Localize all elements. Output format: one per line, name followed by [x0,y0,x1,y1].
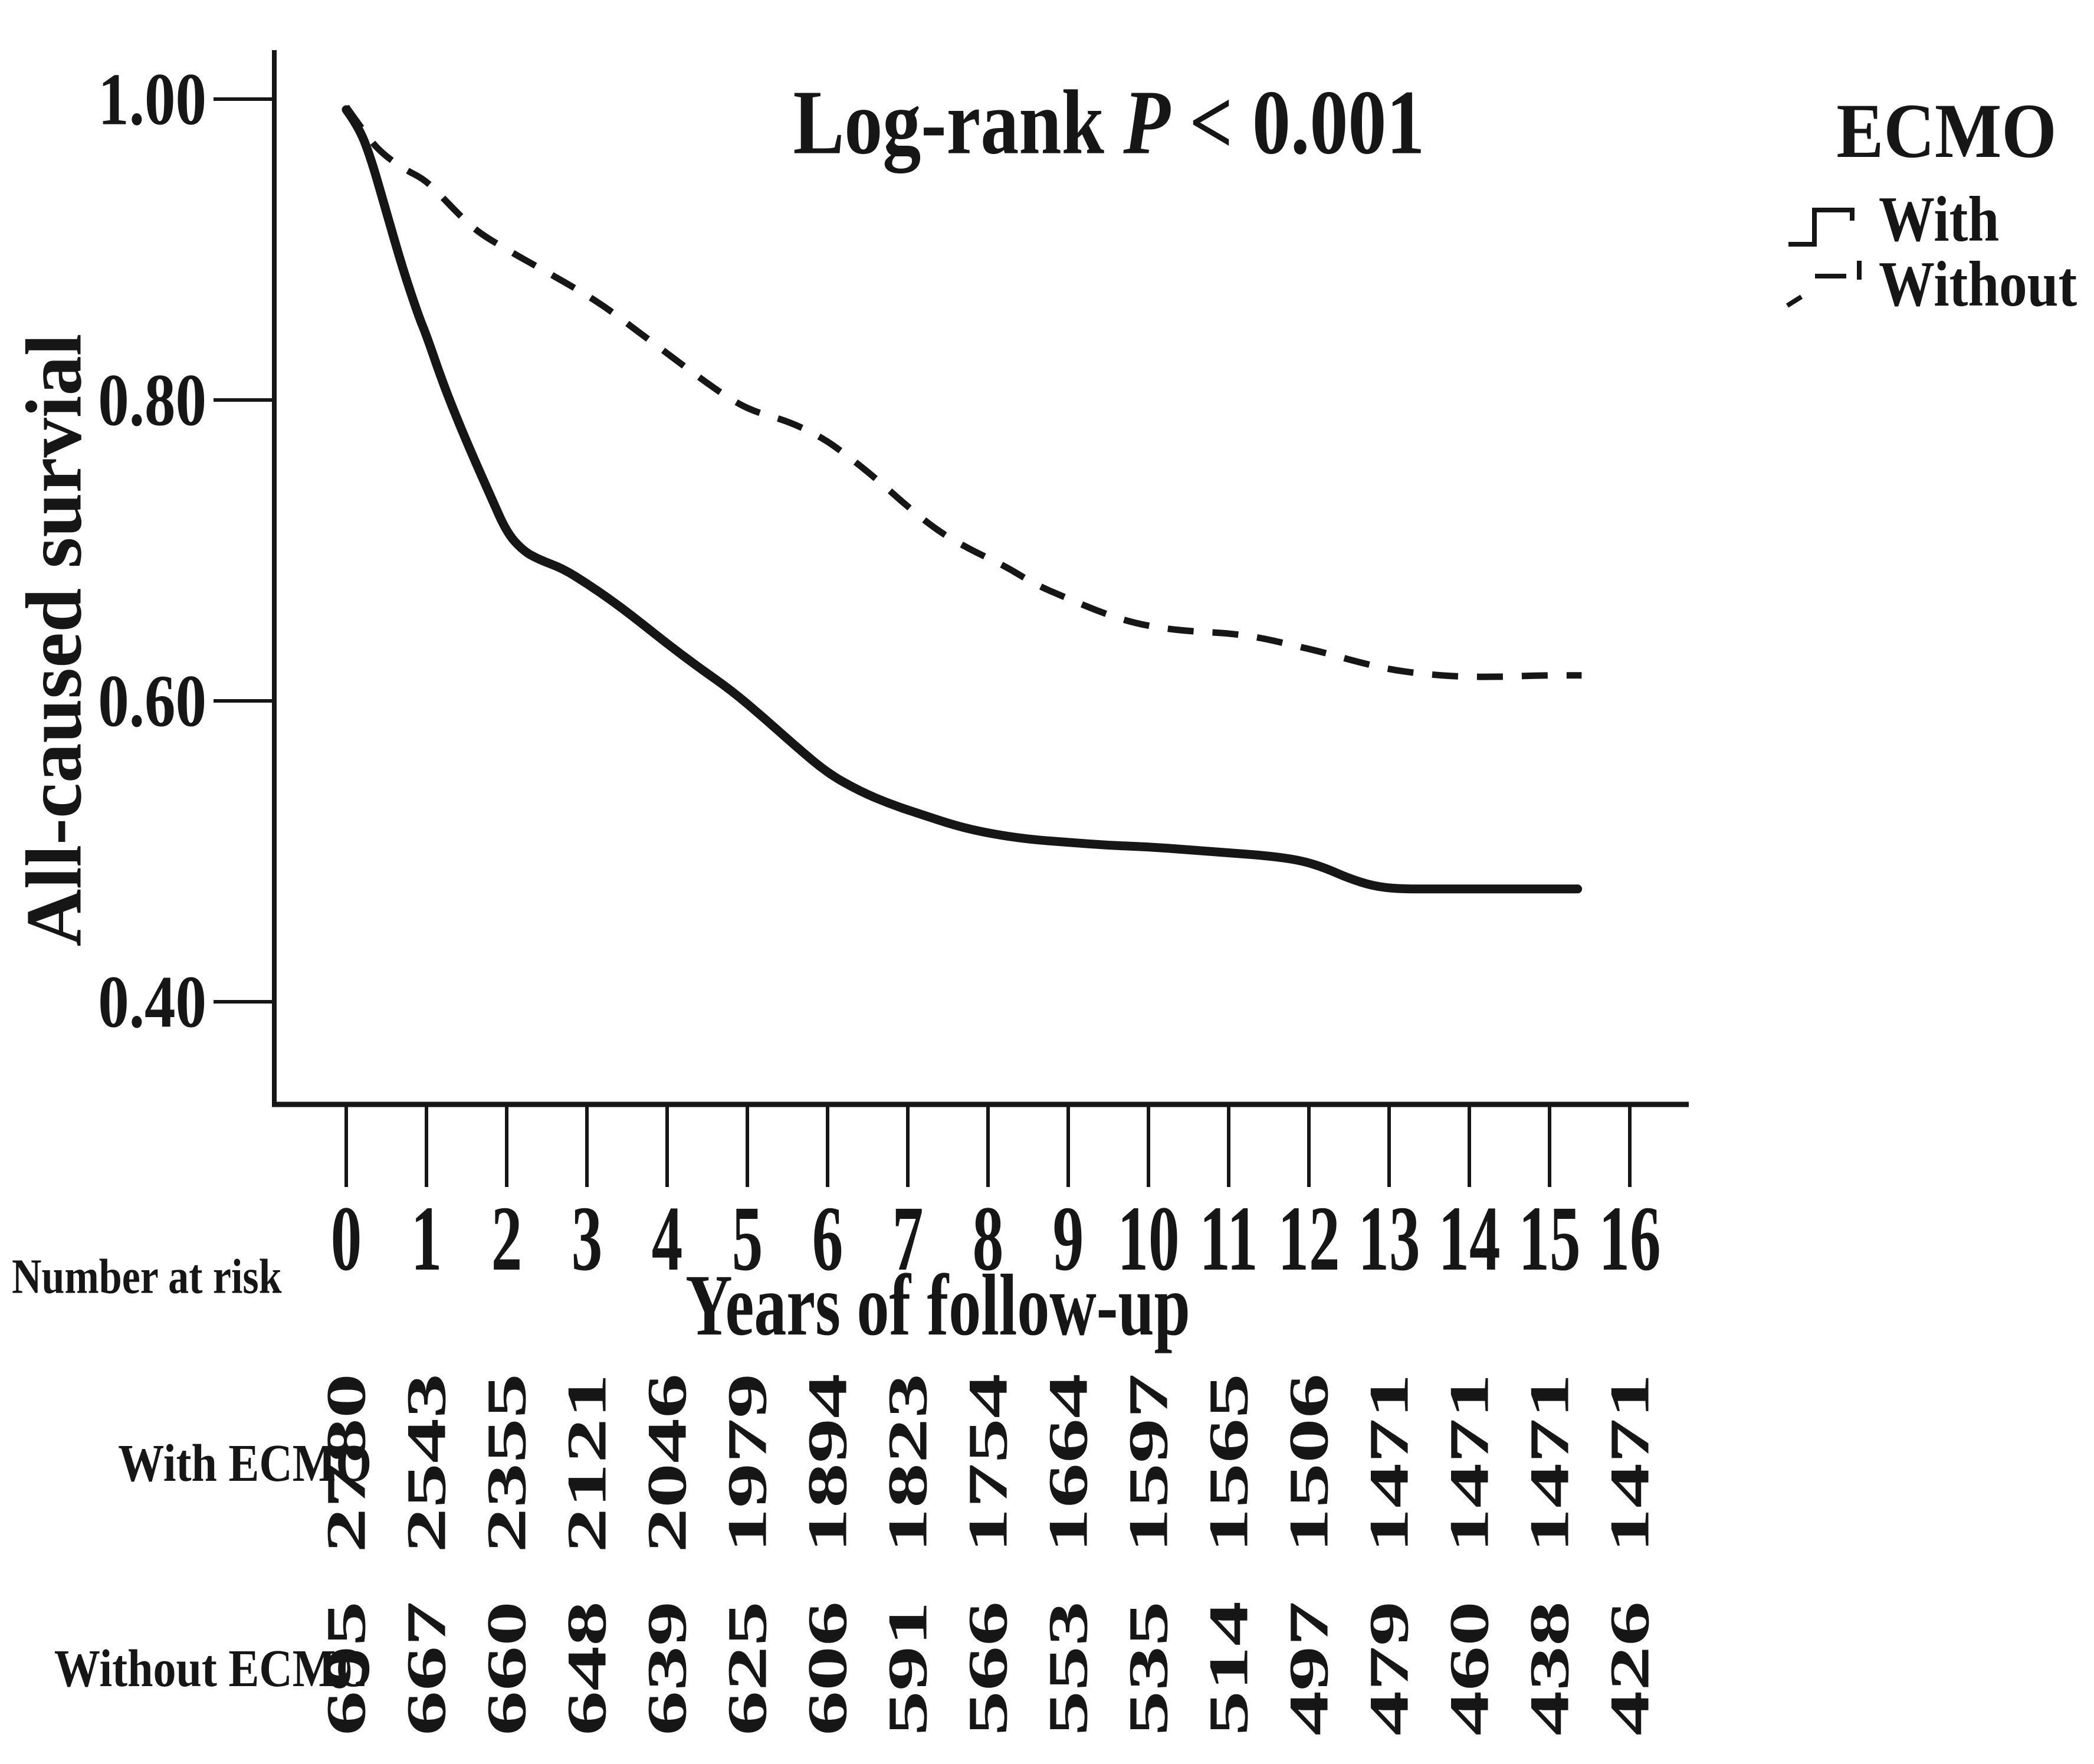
y-tick-label: 1.00 [98,57,206,141]
number-at-risk-header: Number at risk [12,1250,282,1304]
risk-count-without: 426 [1598,1601,1661,1736]
x-tick-label: 10 [1117,1186,1180,1290]
risk-count-with: 1471 [1437,1373,1501,1553]
x-axis-tick-marks [344,1107,1632,1187]
x-tick-label: 2 [491,1186,523,1290]
x-tick-label: 15 [1518,1186,1581,1290]
x-tick-label: 12 [1278,1186,1340,1290]
x-tick-label: 6 [812,1186,843,1290]
legend-label-with: With [1879,183,2000,255]
risk-count-with: 1506 [1277,1373,1340,1553]
risk-count-without: 660 [475,1601,538,1736]
risk-count-with: 2543 [395,1373,458,1553]
x-tick-label: 0 [330,1186,362,1290]
legend-dashed-step-line-icon [1786,261,1862,308]
risk-count-with: 2046 [635,1373,698,1553]
x-tick-label: 16 [1599,1186,1661,1290]
legend-title: ECMO [1836,87,2057,174]
y-tick-label: 0.80 [98,358,206,442]
risk-count-without: 648 [555,1601,618,1736]
log-rank-annotation: Log-rank P < 0.001 [793,77,1425,169]
risk-count-without: 460 [1437,1601,1501,1736]
log-rank-suffix: < 0.001 [1170,71,1425,174]
risk-count-with: 1754 [956,1373,1019,1553]
risk-count-without: 479 [1357,1601,1420,1736]
x-tick-label: 4 [651,1186,683,1290]
risk-count-with: 1471 [1357,1373,1420,1553]
risk-count-without: 625 [715,1601,779,1736]
risk-count-with: 1597 [1117,1373,1180,1553]
risk-count-with: 2121 [555,1373,618,1553]
risk-row-label-with: With ECMO [118,1433,372,1493]
x-tick-label: 5 [731,1186,763,1290]
legend-solid-step-line-icon [1788,208,1855,247]
log-rank-p-symbol: P [1123,71,1170,174]
risk-count-with: 2780 [314,1373,378,1553]
x-tick-label: 3 [571,1186,603,1290]
x-tick-label: 9 [1052,1186,1084,1290]
risk-count-with: 1664 [1036,1373,1099,1553]
risk-count-without: 438 [1518,1601,1581,1736]
risk-count-with: 1471 [1598,1373,1661,1553]
log-rank-prefix: Log-rank [793,71,1124,174]
x-tick-label: 11 [1199,1186,1258,1290]
x-axis-title: Years of follow-up [685,1256,1190,1354]
risk-count-without: 606 [796,1601,859,1736]
risk-count-with: 1979 [715,1373,779,1553]
risk-count-with: 1823 [876,1373,939,1553]
risk-count-without: 514 [1197,1601,1260,1736]
risk-count-with: 1565 [1197,1373,1260,1553]
risk-count-with: 2355 [475,1373,538,1553]
x-tick-label: 13 [1358,1186,1420,1290]
risk-count-without: 667 [395,1601,458,1736]
x-tick-label: 7 [892,1186,924,1290]
legend-label-without: Without [1879,248,2077,320]
curve-without-ecmo [343,104,1582,680]
risk-count-with: 1471 [1518,1373,1581,1553]
risk-count-without: 695 [314,1601,378,1736]
curve-with-ecmo [342,105,1583,894]
risk-count-with: 1894 [796,1373,859,1553]
risk-count-without: 566 [956,1601,1019,1736]
y-tick-label: 0.40 [98,960,206,1044]
y-tick-label: 0.60 [98,659,206,743]
risk-count-without: 535 [1117,1601,1180,1736]
x-tick-label: 8 [972,1186,1004,1290]
risk-count-without: 553 [1036,1601,1099,1736]
risk-count-without: 497 [1277,1601,1340,1736]
risk-count-without: 639 [635,1601,698,1736]
risk-row-label-without: Without ECMO [54,1638,372,1698]
y-axis-tick-marks [214,97,272,1004]
x-tick-label: 14 [1438,1186,1501,1290]
risk-count-without: 591 [876,1601,939,1736]
x-tick-label: 1 [411,1186,442,1290]
